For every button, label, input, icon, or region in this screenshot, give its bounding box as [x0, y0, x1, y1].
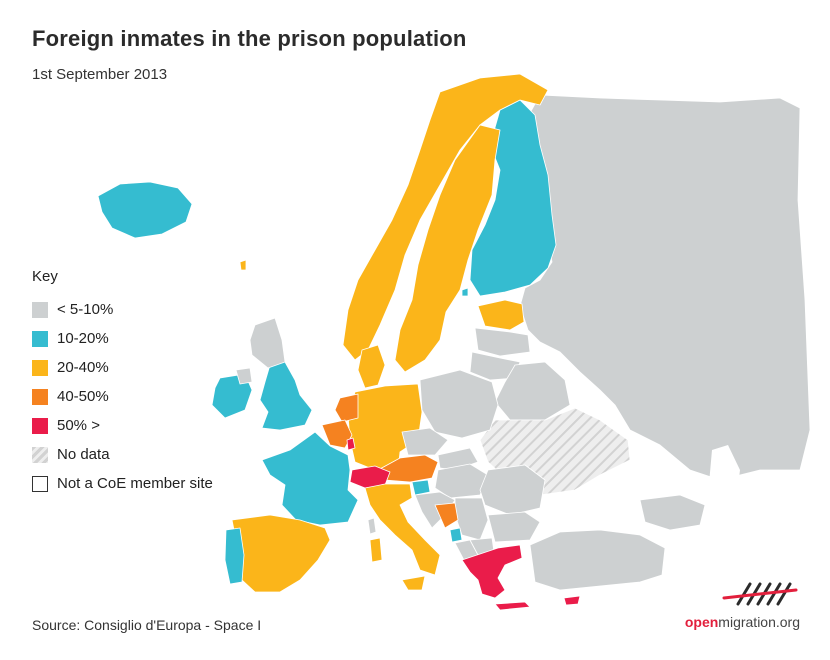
black-sea [540, 488, 640, 528]
region-iceland [97, 181, 193, 239]
region-france [261, 431, 359, 526]
region-norway [342, 73, 549, 361]
region-montenegro [449, 527, 463, 543]
region-latvia [474, 327, 531, 357]
region-sicily [401, 575, 426, 591]
region-corsica [367, 517, 377, 535]
legend-item-grey: < 5-10% [32, 295, 213, 324]
legend-item-orange: 40-50% [32, 382, 213, 411]
legend-swatch-yellow [32, 359, 48, 376]
region-hungary [434, 463, 489, 499]
region-sardinia [369, 537, 383, 563]
legend-swatch-grey [32, 301, 48, 318]
region-romania [479, 464, 546, 516]
region-luxembourg [346, 437, 356, 451]
region-finland [469, 99, 557, 297]
region-bosnia [434, 502, 459, 529]
legend-swatch-white [32, 475, 48, 492]
region-cyprus [563, 595, 581, 606]
source-note: Source: Consiglio d'Europa - Space I [32, 617, 262, 633]
region-netherlands [334, 393, 359, 423]
brand-text[interactable]: openmigration.org [685, 614, 800, 630]
region-greece [461, 544, 523, 599]
brand-rest: migration.org [718, 614, 800, 630]
region-aland [461, 287, 469, 297]
region-austria [377, 454, 439, 483]
region-czechia [401, 427, 449, 456]
region-spain [231, 514, 331, 593]
legend-item-no-data: No data [32, 440, 213, 469]
openmigration-logo-icon [722, 582, 798, 606]
map-subtitle: 1st September 2013 [32, 66, 168, 83]
legend-label: 20-40% [57, 359, 109, 376]
legend-label: No data [57, 446, 110, 463]
legend-label: 10-20% [57, 330, 109, 347]
legend-swatch-cyan [32, 330, 48, 347]
region-slovenia [411, 479, 431, 496]
legend-item-red: 50% > [32, 411, 213, 440]
legend-item-yellow: 20-40% [32, 353, 213, 382]
legend-title: Key [32, 268, 58, 285]
region-crete [494, 601, 531, 611]
legend-item-non-member: Not a CoE member site [32, 469, 213, 498]
region-estonia [477, 299, 525, 331]
map-title: Foreign inmates in the prison population [32, 26, 467, 51]
region-sweden [394, 124, 501, 373]
legend: Key < 5-10% 10-20% 20-40% 40-50% 50% > N… [32, 268, 213, 498]
legend-label: < 5-10% [57, 301, 114, 318]
region-denmark [357, 344, 386, 389]
region-caucasus [639, 494, 706, 531]
region-poland [419, 369, 499, 439]
legend-swatch-red [32, 417, 48, 434]
brand-open: open [684, 614, 719, 630]
legend-swatch-orange [32, 388, 48, 405]
region-portugal [224, 527, 245, 585]
region-northern-ireland [235, 367, 253, 385]
caspian-sea [708, 445, 740, 520]
region-scotland [249, 317, 286, 369]
legend-swatch-hatched [32, 446, 48, 463]
legend-label: 40-50% [57, 388, 109, 405]
region-faroe [239, 259, 247, 271]
legend-label: Not a CoE member site [57, 475, 213, 492]
region-bulgaria [487, 511, 541, 543]
region-italy [364, 483, 441, 576]
legend-label: 50% > [57, 417, 100, 434]
brand: openmigration.org [685, 576, 800, 630]
legend-item-cyan: 10-20% [32, 324, 213, 353]
region-uk [259, 361, 313, 431]
region-turkey [529, 529, 666, 591]
